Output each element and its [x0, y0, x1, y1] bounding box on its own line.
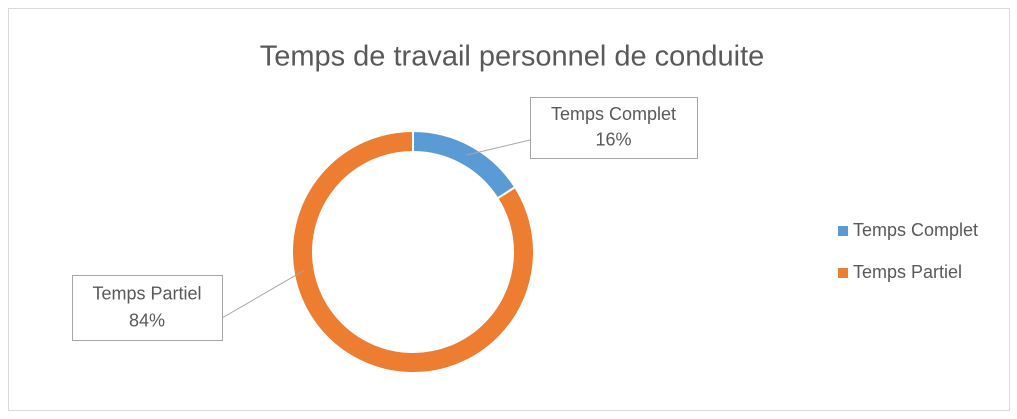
- data-label-name: Temps Partiel: [92, 283, 201, 303]
- legend-label: Temps Complet: [853, 220, 978, 240]
- data-label-value: 84%: [129, 311, 165, 331]
- data-label-name: Temps Complet: [551, 104, 676, 124]
- data-label-box: [530, 97, 698, 159]
- legend-label: Temps Partiel: [853, 262, 962, 282]
- leader-line: [221, 270, 305, 319]
- data-label-value: 16%: [595, 130, 631, 150]
- chart-title: Temps de travail personnel de conduite: [260, 41, 765, 73]
- data-label-box: [72, 275, 223, 341]
- leader-line: [466, 139, 531, 156]
- legend-swatch: [838, 268, 848, 278]
- donut-segment: [291, 129, 535, 374]
- legend-swatch: [838, 226, 848, 236]
